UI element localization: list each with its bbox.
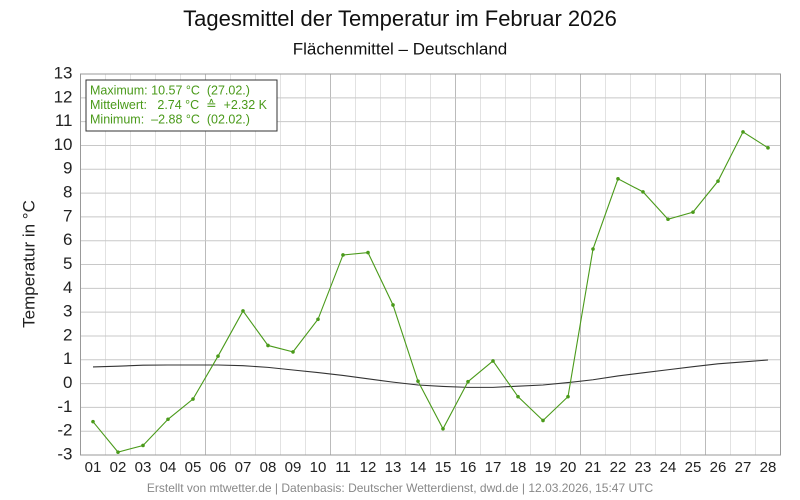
y-axis-label: Temperatur in °C <box>19 200 38 328</box>
x-tick-label: 10 <box>310 459 327 476</box>
point <box>691 210 695 214</box>
x-tick-label: 03 <box>135 459 152 476</box>
point <box>566 394 570 399</box>
y-tick-label: -3 <box>57 444 72 463</box>
y-tick-label: 11 <box>55 111 73 130</box>
x-tick-label: 24 <box>660 459 677 476</box>
x-tick-label: 27 <box>735 459 752 476</box>
y-tick-label: 10 <box>54 135 73 154</box>
info-line: Minimum: –2.88 °C (02.02.) <box>90 112 250 126</box>
x-tick-label: 01 <box>85 459 102 476</box>
point <box>91 419 95 424</box>
point <box>366 250 370 255</box>
point <box>291 350 295 354</box>
y-tick-label: 13 <box>54 63 73 82</box>
point <box>766 146 770 150</box>
x-tick-label: 19 <box>535 459 552 476</box>
point <box>466 379 470 384</box>
x-tick-label: 26 <box>710 459 727 476</box>
y-tick-label: 7 <box>63 206 72 225</box>
x-tick-label: 15 <box>435 459 452 476</box>
x-tick-label: 11 <box>335 459 351 476</box>
point <box>166 417 170 422</box>
chart-subtitle: Flächenmittel – Deutschland <box>293 39 508 58</box>
y-tick-label: 6 <box>63 230 72 249</box>
point <box>541 418 545 423</box>
info-line: Maximum: 10.57 °C (27.02.) <box>90 83 250 97</box>
x-tick-label: 17 <box>485 459 502 476</box>
chart-title: Tagesmittel der Temperatur im Februar 20… <box>183 6 617 31</box>
x-tick-label: 09 <box>285 459 302 476</box>
y-tick-label: 4 <box>63 278 72 297</box>
y-tick-label: 2 <box>63 325 72 344</box>
x-tick-label: 06 <box>210 459 227 476</box>
point <box>341 253 345 257</box>
x-tick-label: 25 <box>685 459 702 476</box>
x-tick-label: 18 <box>510 459 527 476</box>
series-line <box>92 359 769 388</box>
point <box>441 427 445 431</box>
footer: Erstellt von mtwetter.de | Datenbasis: D… <box>147 481 654 495</box>
x-tick-label: 07 <box>235 459 252 476</box>
x-tick-label: 20 <box>560 459 577 476</box>
x-tick-label: 16 <box>460 459 477 476</box>
y-tick-label: 0 <box>63 373 72 392</box>
info-line: Mittelwert: 2.74 °C ≙ +2.32 K <box>90 98 268 112</box>
point <box>616 176 620 181</box>
point <box>516 394 520 399</box>
x-tick-label: 23 <box>635 459 652 476</box>
point <box>716 179 720 183</box>
x-tick-label: 21 <box>585 459 602 476</box>
x-tick-label: 08 <box>260 459 277 476</box>
point <box>591 247 595 251</box>
plot-frame <box>80 73 781 456</box>
x-tick-label: 02 <box>110 459 127 476</box>
info-box <box>85 79 278 132</box>
y-tick-label: 12 <box>54 87 73 106</box>
y-tick-label: 1 <box>63 349 72 368</box>
point <box>416 379 420 383</box>
point <box>391 303 395 307</box>
x-tick-label: 04 <box>160 459 177 476</box>
point <box>116 450 120 454</box>
point <box>241 309 245 313</box>
point <box>666 217 670 222</box>
y-tick-label: -1 <box>57 397 72 416</box>
point <box>641 190 645 194</box>
x-tick-label: 12 <box>360 459 377 476</box>
x-tick-label: 13 <box>385 459 402 476</box>
y-tick-label: -2 <box>57 421 72 440</box>
x-tick-label: 22 <box>610 459 627 476</box>
point <box>141 443 145 448</box>
y-tick-label: 5 <box>63 254 72 273</box>
y-tick-label: 8 <box>63 183 72 202</box>
point <box>741 130 745 134</box>
x-tick-label: 05 <box>185 459 202 476</box>
point <box>191 397 195 401</box>
point <box>491 359 495 363</box>
y-tick-label: 9 <box>63 159 72 178</box>
x-tick-label: 28 <box>760 459 777 476</box>
y-tick-label: 3 <box>63 302 72 321</box>
x-tick-label: 14 <box>410 459 427 476</box>
point <box>266 343 270 348</box>
series-line <box>92 131 769 453</box>
point <box>216 354 220 358</box>
point <box>316 317 320 322</box>
